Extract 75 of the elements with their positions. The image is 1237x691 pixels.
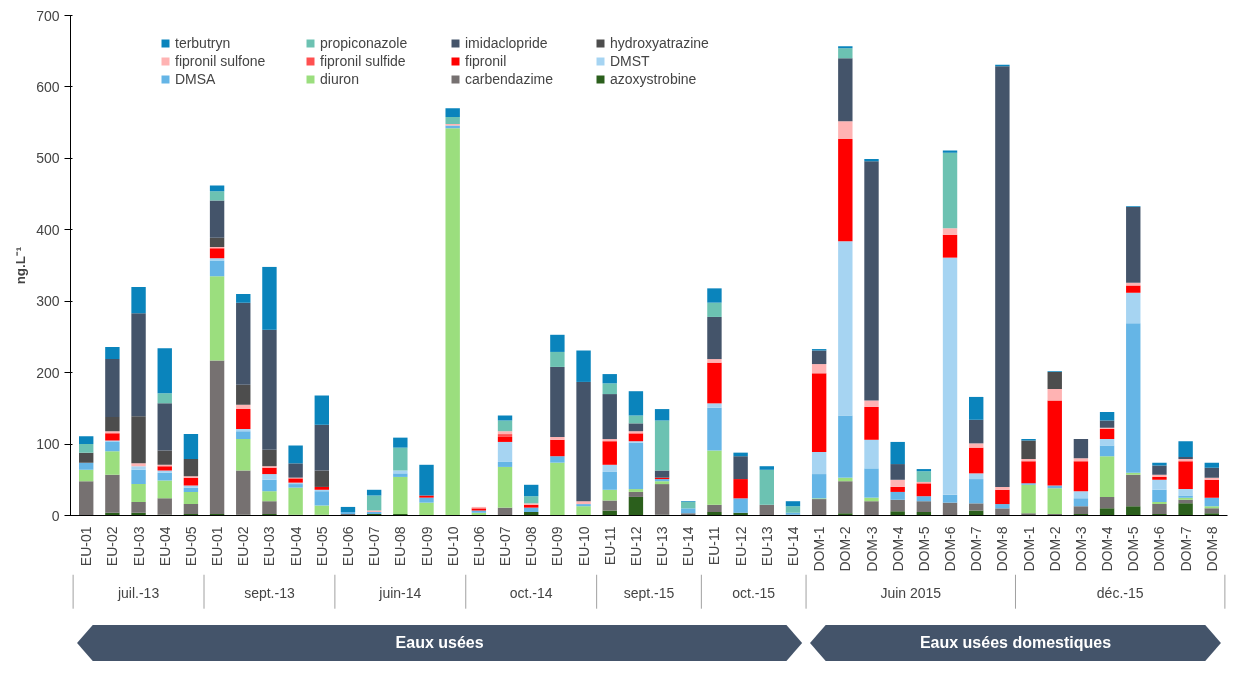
x-tick-label: DOM-1 bbox=[811, 526, 828, 572]
legend-label: fipronil bbox=[465, 53, 508, 69]
y-tick-label: 600 bbox=[36, 78, 60, 95]
y-tick-label: 700 bbox=[36, 7, 60, 24]
x-tick-label: EU-06 bbox=[470, 526, 487, 567]
x-tick-label: EU-09 bbox=[418, 526, 435, 567]
legend-label: DMST bbox=[610, 53, 651, 69]
x-tick-label: DOM-3 bbox=[863, 526, 880, 572]
legend-label: DMSA bbox=[175, 71, 217, 87]
y-tick-label: 0 bbox=[51, 507, 60, 524]
x-tick-label: EU-13 bbox=[758, 526, 775, 567]
x-tick-label: EU-08 bbox=[523, 526, 540, 567]
x-tick-label: EU-08 bbox=[392, 526, 409, 567]
legend-label: propiconazole bbox=[320, 35, 409, 51]
x-tick-label: EU-04 bbox=[156, 526, 173, 567]
text: juil.-13 bbox=[116, 584, 160, 601]
x-tick-label: EU-01 bbox=[78, 526, 95, 567]
text: déc.-15 bbox=[1096, 584, 1144, 601]
text: oct.-14 bbox=[509, 584, 553, 601]
legend-label: fipronil sulfone bbox=[175, 53, 267, 69]
y-tick-label: 500 bbox=[36, 150, 60, 167]
x-tick-label: DOM-4 bbox=[889, 526, 906, 572]
x-tick-label: DOM-2 bbox=[1046, 526, 1063, 572]
legend-label: hydroxyatrazine bbox=[610, 35, 710, 51]
x-tick-label: DOM-3 bbox=[1072, 526, 1089, 572]
x-tick-label: DOM-5 bbox=[1125, 526, 1142, 572]
text: Eaux usées domestiques bbox=[919, 634, 1112, 652]
x-tick-label: EU-12 bbox=[732, 526, 749, 567]
text: sept.-13 bbox=[244, 584, 295, 601]
x-tick-label: EU-05 bbox=[182, 526, 199, 567]
x-tick-label: DOM-6 bbox=[1151, 526, 1168, 572]
text: Juin 2015 bbox=[880, 584, 942, 601]
legend-label: fipronil sulfide bbox=[320, 53, 407, 69]
x-tick-label: DOM-2 bbox=[837, 526, 854, 572]
y-tick-label: 100 bbox=[36, 436, 60, 453]
x-tick-label: EU-04 bbox=[287, 526, 304, 567]
x-tick-label: EU-02 bbox=[104, 526, 121, 567]
text: sept.-15 bbox=[623, 584, 675, 601]
x-tick-label: EU-07 bbox=[497, 526, 514, 567]
text: oct.-15 bbox=[732, 584, 776, 601]
x-tick-label: EU-01 bbox=[209, 526, 226, 567]
x-tick-label: EU-09 bbox=[549, 526, 566, 567]
x-tick-label: DOM-8 bbox=[994, 526, 1011, 572]
x-tick-label: EU-02 bbox=[235, 526, 252, 567]
x-tick-label: DOM-4 bbox=[1099, 526, 1116, 572]
text: juin-14 bbox=[378, 584, 422, 601]
y-tick-label: 200 bbox=[36, 364, 60, 381]
x-tick-label: EU-14 bbox=[680, 526, 697, 567]
legend-label: carbendazime bbox=[465, 71, 554, 87]
legend-label: diuron bbox=[320, 71, 360, 87]
y-tick-label: 400 bbox=[36, 221, 60, 238]
x-tick-label: DOM-5 bbox=[915, 526, 932, 572]
x-tick-label: EU-11 bbox=[706, 526, 723, 566]
x-tick-label: DOM-1 bbox=[1020, 526, 1037, 572]
x-tick-label: EU-14 bbox=[784, 526, 801, 567]
x-tick-label: DOM-6 bbox=[942, 526, 959, 572]
x-tick-label: EU-12 bbox=[627, 526, 644, 567]
y-tick-label: 300 bbox=[36, 293, 60, 310]
x-tick-label: EU-03 bbox=[261, 526, 278, 567]
x-tick-label: DOM-7 bbox=[968, 526, 985, 572]
x-tick-label: EU-10 bbox=[444, 526, 461, 567]
legend-label: terbutryn bbox=[175, 35, 232, 51]
x-tick-label: EU-10 bbox=[575, 526, 592, 567]
legend-label: imidaclopride bbox=[465, 35, 549, 51]
x-tick-label: DOM-8 bbox=[1203, 526, 1220, 572]
x-tick-label: DOM-7 bbox=[1177, 526, 1194, 572]
y-axis-title: ng.L⁻¹ bbox=[13, 246, 29, 285]
x-tick-label: EU-07 bbox=[366, 526, 383, 567]
x-tick-label: EU-13 bbox=[654, 526, 671, 567]
legend-label: azoxystrobine bbox=[610, 71, 698, 87]
x-tick-label: EU-05 bbox=[313, 526, 330, 567]
x-tick-label: EU-03 bbox=[130, 526, 147, 567]
x-tick-label: EU-11 bbox=[601, 526, 618, 566]
x-tick-label: EU-06 bbox=[339, 526, 356, 567]
text: Eaux usées bbox=[395, 634, 484, 652]
